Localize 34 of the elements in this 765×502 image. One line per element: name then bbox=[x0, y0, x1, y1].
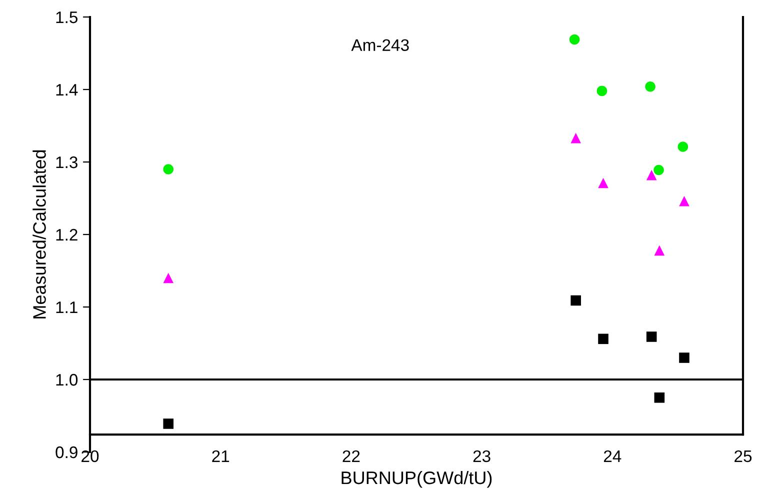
point bbox=[654, 245, 665, 256]
point bbox=[163, 164, 174, 174]
point bbox=[569, 34, 580, 45]
point bbox=[570, 132, 581, 144]
point bbox=[598, 334, 608, 344]
y-tick-label: 1.1 bbox=[56, 302, 78, 314]
y-tick-label: 1.5 bbox=[56, 12, 78, 24]
point bbox=[645, 81, 656, 92]
annotation: Am-243 bbox=[351, 39, 409, 51]
x-tick-label: 20 bbox=[82, 450, 99, 462]
point bbox=[646, 332, 657, 342]
y-axis-title: Measured/Calculated bbox=[32, 150, 46, 318]
point bbox=[679, 196, 690, 206]
x-tick-label: 23 bbox=[473, 450, 490, 462]
point bbox=[646, 170, 657, 180]
point bbox=[163, 272, 174, 284]
y-tick-label: 1.2 bbox=[56, 228, 78, 241]
point bbox=[596, 86, 608, 96]
point bbox=[163, 418, 174, 429]
point bbox=[654, 392, 665, 403]
x-axis-title: BURNUP(GWd/tU) bbox=[342, 470, 492, 488]
point bbox=[678, 142, 688, 152]
x-tick-label: 24 bbox=[604, 450, 622, 462]
point bbox=[598, 178, 608, 188]
y-tick-label: 1.0 bbox=[56, 374, 78, 386]
point bbox=[570, 295, 581, 306]
y-tick-label: 1.3 bbox=[56, 156, 78, 168]
point bbox=[679, 352, 690, 363]
x-tick-label: 21 bbox=[212, 450, 230, 462]
x-tick-label: 22 bbox=[342, 450, 360, 462]
y-tick-label: 1.4 bbox=[56, 84, 78, 96]
point bbox=[654, 164, 664, 176]
y-tick-label: 0.9 bbox=[56, 446, 78, 458]
x-tick-label: 25 bbox=[734, 450, 752, 462]
